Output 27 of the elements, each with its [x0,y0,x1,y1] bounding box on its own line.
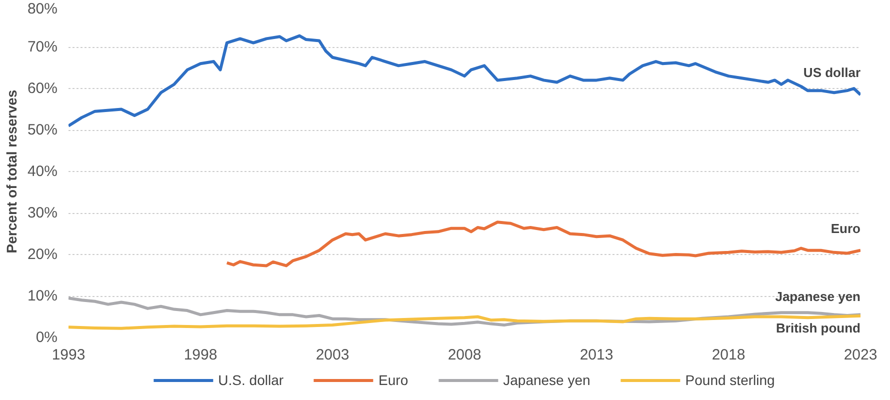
x-tick-label: 2013 [580,346,614,364]
y-axis-title: Percent of total reserves [3,90,20,254]
y-tick-label: 30% [27,204,58,222]
y-tick-label: 60% [27,80,58,97]
legend-label: U.S. dollar [218,372,284,388]
legend-label: Euro [378,372,408,388]
annotation: Euro [830,220,861,236]
legend-label: Pound sterling [685,372,775,388]
y-tick-label: 40% [27,163,58,180]
line-series [68,34,860,128]
x-tick-label: 2023 [844,346,878,364]
line-series [225,220,860,268]
y-tick-label: 50% [27,122,58,138]
annotation: British pound [776,320,861,336]
x-tick-label: 1993 [52,346,86,364]
x-tick-label: 2003 [316,346,350,364]
x-tick-label: 2018 [712,346,746,364]
annotation: US dollar [803,65,861,80]
y-tick-label: 80% [27,0,58,18]
y-tick-label: 70% [27,38,58,56]
y-tick-label: 0% [36,329,58,346]
x-tick-label: 2008 [448,346,482,364]
y-tick-label: 20% [27,246,58,263]
legend-label: Japanese yen [503,372,590,388]
y-tick-label: 10% [27,288,58,304]
x-tick-label: 1998 [184,346,218,364]
annotation: Japanese yen [775,289,861,304]
